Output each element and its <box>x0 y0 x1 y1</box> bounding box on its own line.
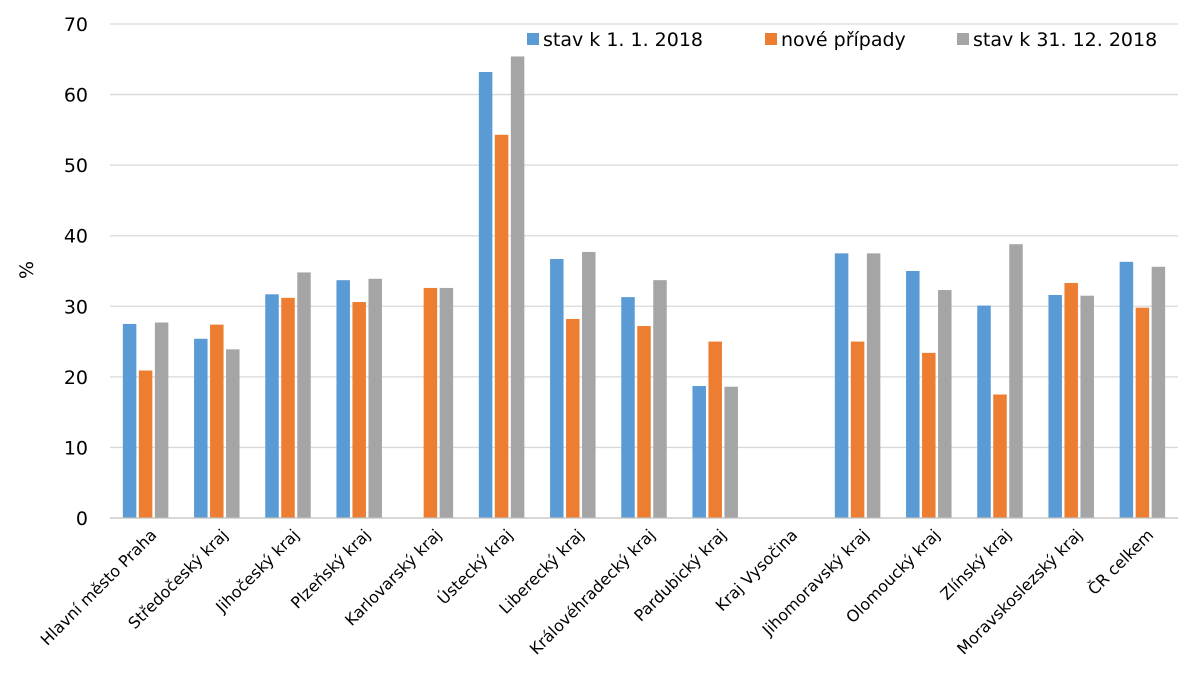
legend-swatch <box>527 33 539 45</box>
y-tick-label: 0 <box>76 508 88 530</box>
bar <box>922 352 936 518</box>
bar <box>352 302 366 518</box>
x-category-label: Zlínský kraj <box>937 525 1015 603</box>
bar <box>692 386 706 518</box>
bar <box>724 386 738 518</box>
bar <box>368 278 382 518</box>
bar <box>226 349 240 518</box>
bar <box>439 287 454 518</box>
bar <box>194 338 208 518</box>
bar <box>1009 244 1023 518</box>
bar <box>1151 266 1166 518</box>
bar <box>138 370 153 518</box>
bar <box>1080 295 1094 518</box>
bar <box>265 294 279 518</box>
y-tick-label: 50 <box>64 155 88 177</box>
bar <box>494 134 509 518</box>
bar <box>1119 261 1134 518</box>
bar <box>906 271 920 518</box>
x-category-label: Hlavní město Praha <box>37 525 161 649</box>
y-tick-label: 30 <box>64 296 88 318</box>
bar <box>1135 307 1150 518</box>
legend-swatch <box>957 33 969 45</box>
y-tick-label: 70 <box>64 14 88 36</box>
legend-swatch <box>765 33 777 45</box>
bar <box>122 323 137 518</box>
bars <box>122 56 1166 518</box>
bar <box>297 272 311 518</box>
bar <box>550 259 564 518</box>
bar <box>834 253 849 518</box>
bar <box>637 326 651 518</box>
bar <box>850 341 865 518</box>
legend-label: nové případy <box>781 29 906 51</box>
bar <box>281 297 295 518</box>
bar <box>1048 294 1062 518</box>
y-tick-label: 40 <box>64 226 88 248</box>
bar <box>154 322 169 518</box>
y-axis-label: % <box>16 261 38 279</box>
x-category-label: Moravskoslezský kraj <box>953 525 1086 658</box>
bar <box>566 318 580 518</box>
x-category-label: ČR celkem <box>1084 525 1157 598</box>
bar <box>621 297 635 518</box>
y-tick-label: 60 <box>64 85 88 107</box>
bar <box>993 394 1007 518</box>
bar <box>708 341 722 518</box>
bar <box>938 290 952 518</box>
bar <box>1064 282 1078 518</box>
bar <box>210 324 224 518</box>
bar <box>866 253 881 518</box>
bar <box>336 280 350 518</box>
y-tick-label: 10 <box>64 437 88 459</box>
x-category-label: Královéhradecký kraj <box>526 525 659 658</box>
bar <box>423 287 438 518</box>
legend-label: stav k 31. 12. 2018 <box>973 29 1157 51</box>
bar <box>510 56 525 518</box>
legend: stav k 1. 1. 2018 nové případy stav k 31. … <box>527 29 1157 51</box>
bar <box>582 251 596 518</box>
bar <box>977 305 991 518</box>
legend-label: stav k 1. 1. 2018 <box>543 29 703 51</box>
bar <box>653 280 667 518</box>
y-axis-ticks: 0 10 20 30 40 50 60 70 <box>64 14 88 530</box>
bar <box>478 71 493 518</box>
y-tick-label: 20 <box>64 367 88 389</box>
